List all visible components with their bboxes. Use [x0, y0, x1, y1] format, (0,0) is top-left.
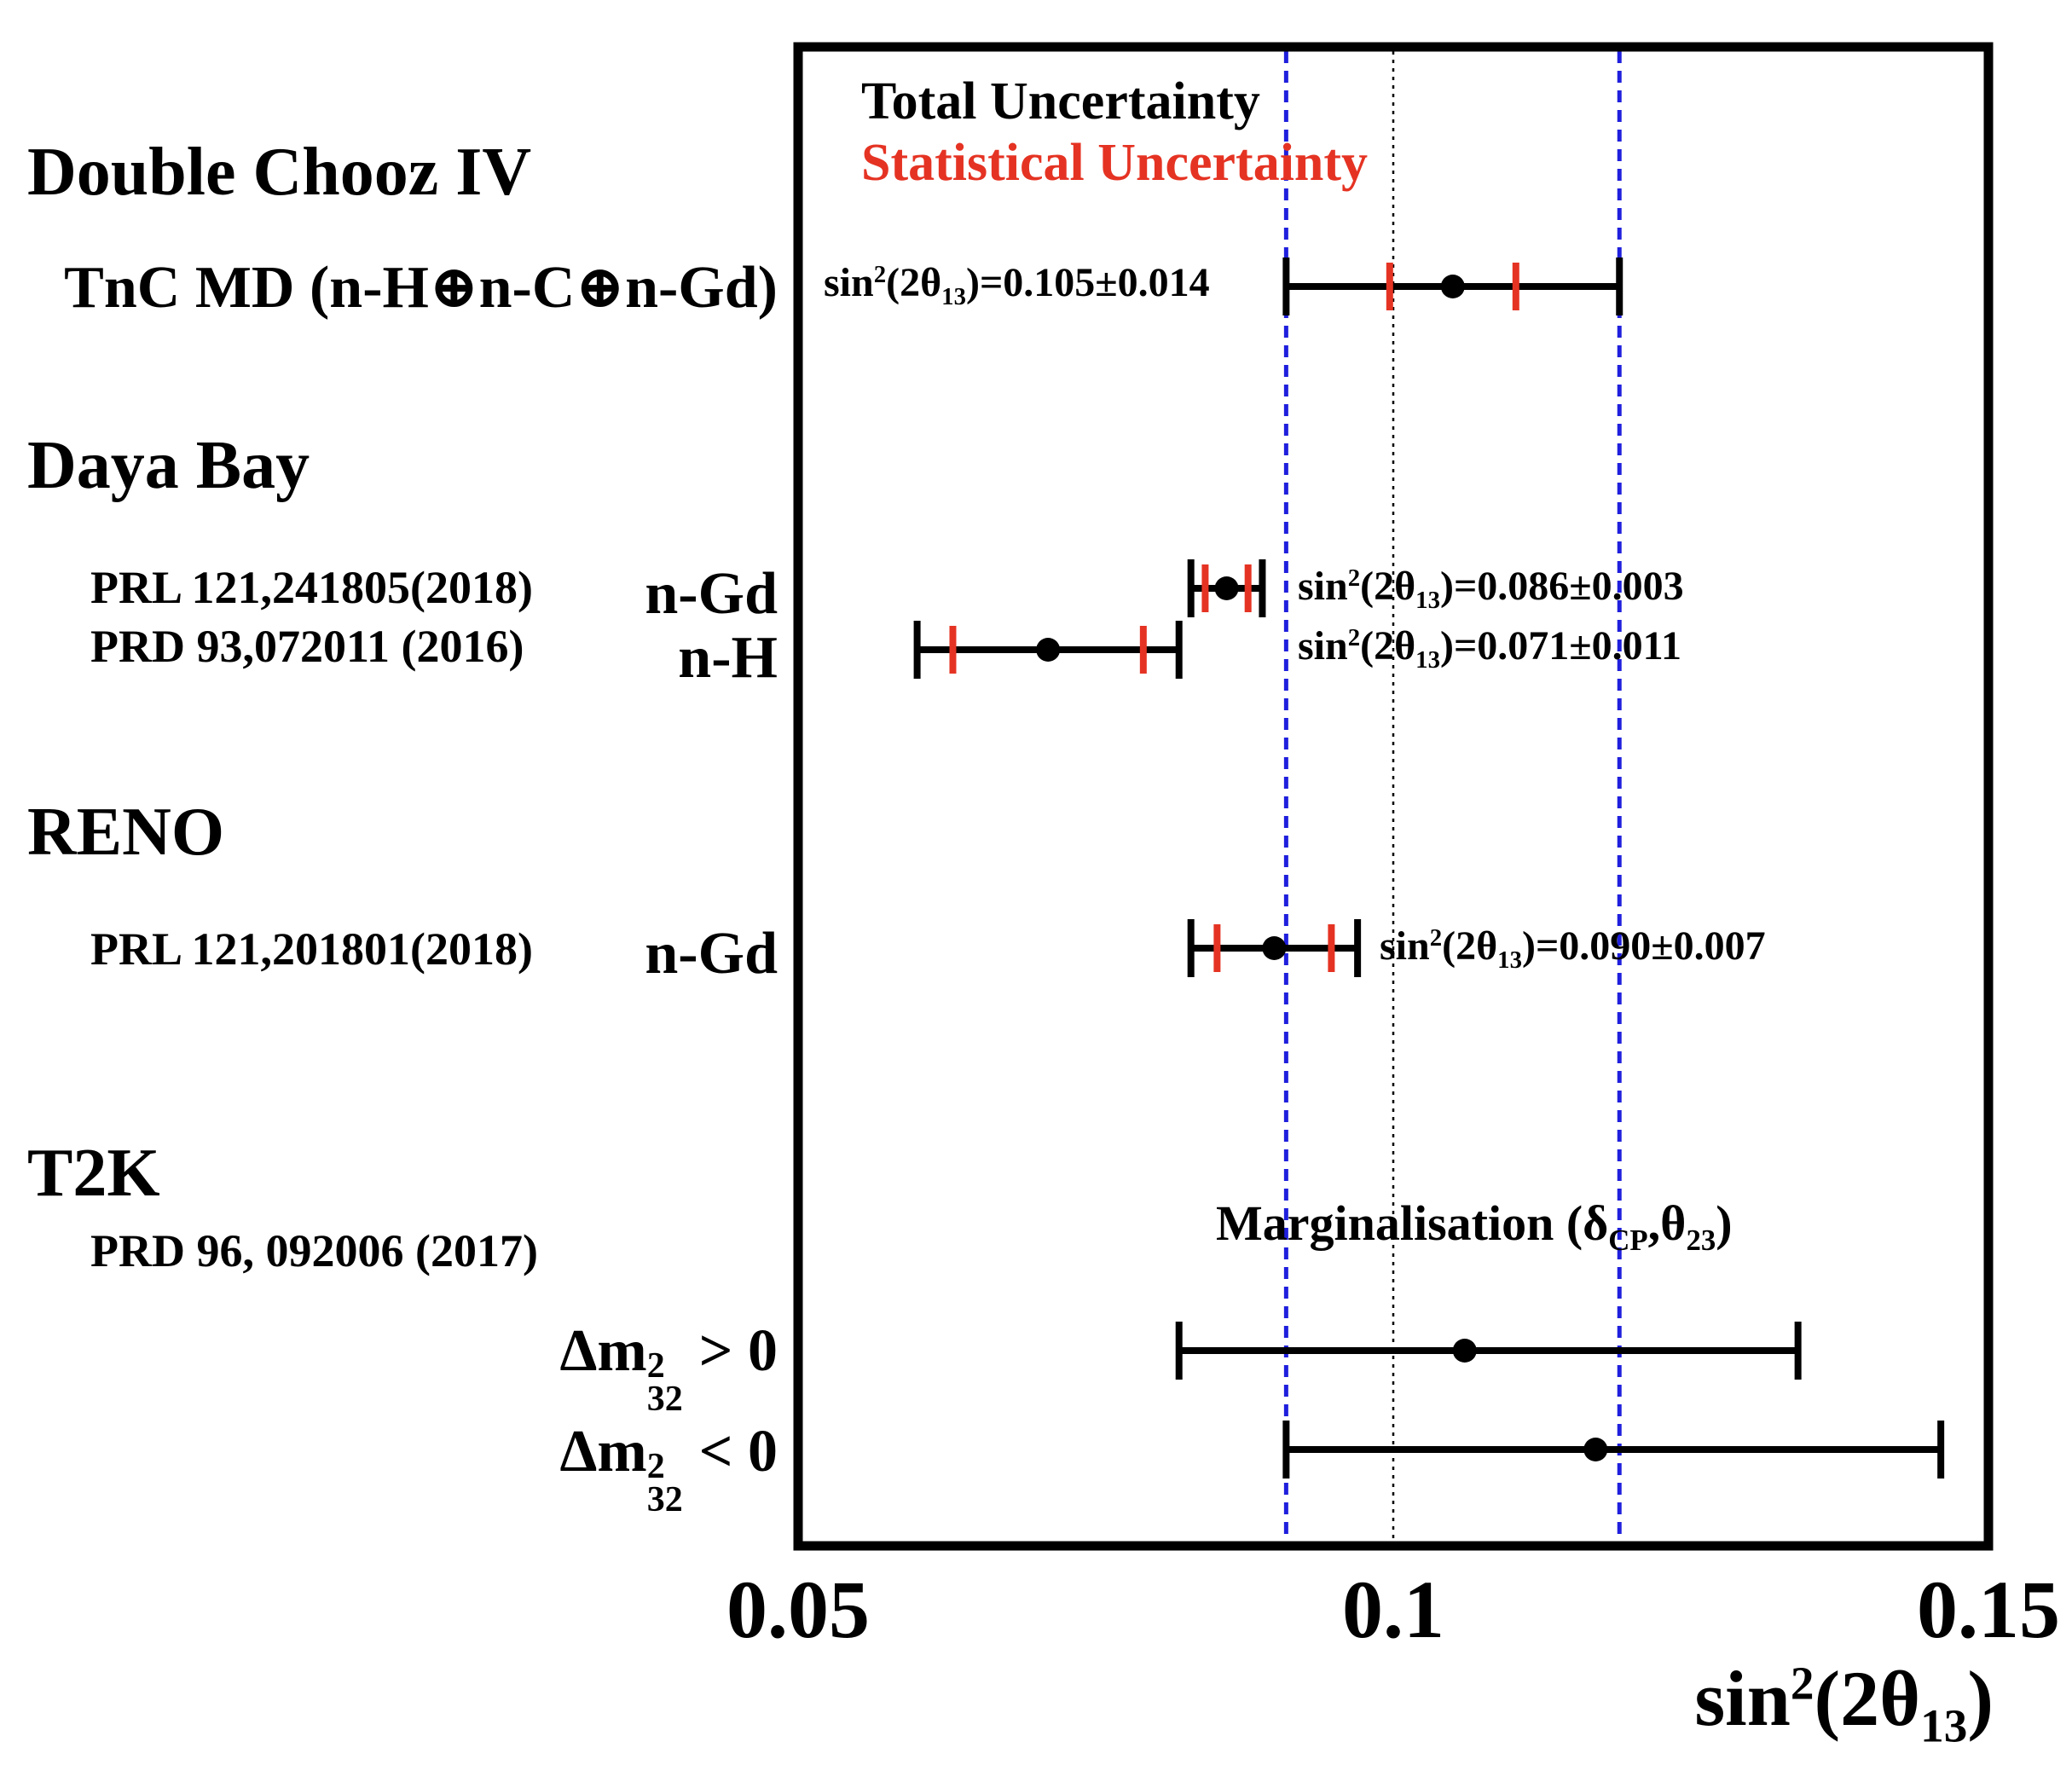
x-tick-label: 0.05 — [726, 1564, 870, 1655]
experiment-reno: RENO — [27, 795, 225, 870]
x-axis-title: sin2(2θ13) — [1694, 1655, 1994, 1752]
x-tick-label: 0.15 — [1917, 1564, 2060, 1655]
ref-daya-bay-nh: PRD 93,072011 (2016) — [90, 621, 524, 672]
experiment-t2k: T2K — [27, 1136, 160, 1211]
det-t2k-normal: Δm 2 32 > 0 — [559, 1318, 778, 1420]
t2k-annotation: Marginalisation (δCP,θ23) — [1216, 1195, 1733, 1258]
central-value-point — [1583, 1438, 1608, 1461]
value-label-double-chooz: sin2(2θ13)=0.105±0.014 — [824, 260, 1210, 311]
det-daya-bay-nh: n-H — [678, 625, 778, 691]
central-value-point — [1214, 576, 1239, 600]
legend-total: Total Uncertainty — [861, 72, 1260, 130]
det-double-chooz: TnC MD (n-H⊕n-C⊕n-Gd) — [64, 255, 778, 321]
value-label-daya-bay-ngd: sin2(2θ13)=0.086±0.003 — [1298, 564, 1684, 615]
value-label-reno: sin2(2θ13)=0.090±0.007 — [1380, 923, 1766, 975]
experiment-double-chooz: Double Chooz IV — [27, 135, 532, 210]
x-tick-label: 0.1 — [1342, 1564, 1444, 1655]
det-daya-bay-ngd: n-Gd — [645, 561, 778, 627]
ref-t2k: PRD 96, 092006 (2017) — [90, 1225, 538, 1276]
ref-daya-bay-ngd: PRL 121,241805(2018) — [90, 562, 533, 613]
legend-stat: Statistical Uncertainty — [861, 134, 1369, 192]
ref-reno-ngd: PRL 121,201801(2018) — [90, 923, 533, 975]
experiment-daya-bay: Daya Bay — [27, 428, 310, 503]
value-label-daya-bay-nh: sin2(2θ13)=0.071±0.011 — [1298, 623, 1681, 674]
det-t2k-inverted: Δm 2 32 < 0 — [559, 1419, 778, 1520]
plot-frame — [793, 42, 1994, 1551]
central-value-point — [1440, 275, 1465, 298]
error-bars — [913, 258, 1945, 1479]
det-reno-ngd: n-Gd — [645, 921, 778, 987]
central-value-point — [1262, 936, 1287, 960]
central-value-point — [1452, 1339, 1477, 1363]
central-value-point — [1036, 638, 1061, 662]
